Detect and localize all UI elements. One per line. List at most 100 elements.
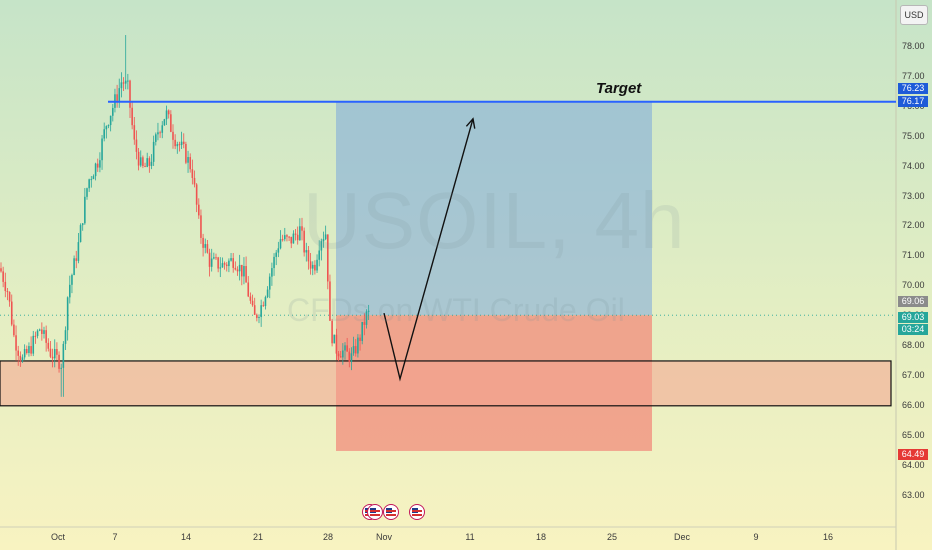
candle[interactable] [81, 223, 84, 231]
candle[interactable] [157, 122, 159, 141]
candle[interactable] [90, 175, 93, 188]
candle[interactable] [142, 155, 144, 169]
candle[interactable] [122, 77, 125, 91]
candle[interactable] [195, 183, 198, 213]
candle[interactable] [129, 79, 131, 118]
candle[interactable] [316, 254, 318, 273]
economic-event-flag-icon[interactable] [409, 504, 425, 520]
candle[interactable] [204, 238, 207, 254]
candle[interactable] [64, 326, 67, 351]
candle[interactable] [43, 326, 45, 339]
candle[interactable] [103, 122, 105, 142]
candle[interactable] [73, 255, 75, 276]
candle[interactable] [94, 162, 97, 181]
candle[interactable] [365, 309, 368, 329]
candle[interactable] [71, 273, 73, 294]
candle[interactable] [275, 249, 277, 266]
candle[interactable] [185, 141, 187, 165]
candle[interactable] [225, 262, 228, 272]
candle[interactable] [163, 118, 166, 126]
candle[interactable] [303, 227, 305, 257]
economic-event-flag-icon[interactable] [367, 504, 383, 520]
candle[interactable] [251, 294, 254, 307]
candle[interactable] [342, 343, 344, 365]
candle[interactable] [311, 261, 314, 276]
candle[interactable] [359, 334, 361, 351]
candle[interactable] [266, 286, 269, 299]
candle[interactable] [367, 304, 370, 320]
candle[interactable] [350, 347, 353, 371]
candle[interactable] [331, 318, 333, 347]
candle[interactable] [172, 124, 174, 149]
candle[interactable] [337, 350, 340, 362]
candle[interactable] [84, 188, 86, 225]
candle[interactable] [176, 141, 179, 154]
candle[interactable] [290, 236, 293, 249]
candle[interactable] [10, 294, 13, 327]
candle[interactable] [105, 125, 108, 139]
candle[interactable] [137, 147, 140, 171]
candle[interactable] [221, 257, 224, 268]
candle[interactable] [144, 162, 146, 168]
candle[interactable] [96, 158, 99, 172]
candle[interactable] [348, 348, 351, 368]
candle[interactable] [320, 238, 323, 261]
candle[interactable] [279, 230, 282, 250]
candle[interactable] [148, 156, 151, 173]
candle[interactable] [299, 218, 301, 241]
candle[interactable] [155, 132, 157, 146]
candle[interactable] [193, 170, 196, 188]
candle[interactable] [150, 154, 153, 170]
candle[interactable] [357, 334, 359, 358]
candle[interactable] [66, 296, 69, 341]
projected-path-arrow[interactable] [383, 118, 474, 382]
candle[interactable] [167, 109, 170, 119]
candle[interactable] [335, 328, 338, 361]
candle[interactable] [354, 339, 357, 357]
candle[interactable] [198, 198, 200, 219]
candle[interactable] [236, 266, 239, 276]
candle[interactable] [112, 103, 114, 122]
candle[interactable] [253, 297, 256, 315]
candle[interactable] [281, 234, 284, 242]
candle[interactable] [152, 135, 155, 166]
candle[interactable] [344, 342, 346, 360]
candle[interactable] [69, 275, 71, 304]
candle[interactable] [116, 84, 118, 108]
candle[interactable] [51, 348, 54, 368]
candle[interactable] [88, 178, 90, 192]
candle[interactable] [47, 338, 50, 352]
candle[interactable] [178, 141, 181, 152]
candle[interactable] [62, 341, 65, 397]
candle[interactable] [120, 72, 123, 98]
candle[interactable] [318, 240, 320, 267]
candle[interactable] [292, 230, 295, 244]
candle[interactable] [228, 258, 230, 273]
candle[interactable] [8, 291, 11, 307]
candle[interactable] [309, 253, 312, 275]
candle[interactable] [286, 234, 288, 242]
candle[interactable] [215, 253, 217, 260]
candle[interactable] [165, 105, 168, 125]
candle[interactable] [170, 110, 172, 133]
candle[interactable] [75, 250, 78, 269]
candle[interactable] [256, 313, 258, 322]
candle[interactable] [34, 331, 37, 344]
candle[interactable] [15, 325, 17, 361]
candle[interactable] [30, 336, 32, 357]
candle[interactable] [262, 301, 265, 307]
candle[interactable] [32, 330, 35, 357]
candle[interactable] [135, 130, 138, 160]
candle[interactable] [223, 261, 226, 270]
candle[interactable] [146, 152, 148, 168]
candle[interactable] [213, 252, 215, 260]
candle[interactable] [245, 256, 247, 283]
candle[interactable] [38, 328, 41, 332]
candle[interactable] [189, 153, 191, 173]
candle[interactable] [258, 314, 260, 324]
candle[interactable] [23, 344, 26, 360]
candle[interactable] [45, 325, 47, 352]
candle[interactable] [296, 226, 299, 245]
candle[interactable] [60, 363, 62, 397]
candle[interactable] [241, 264, 243, 286]
